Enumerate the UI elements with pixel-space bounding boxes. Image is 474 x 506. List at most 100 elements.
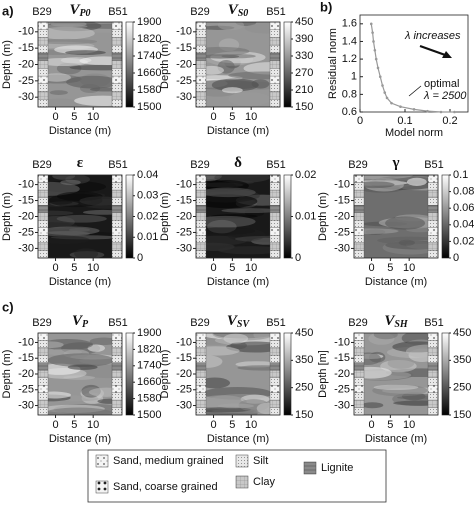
borehole-label: B29 [32,317,52,329]
y-tick-label: -25 [176,226,192,238]
borehole-layer [37,29,49,38]
borehole-layer [269,21,281,30]
texture [48,210,74,216]
borehole-layer [427,347,439,356]
texture [48,38,98,45]
borehole-layer [111,212,123,221]
y-tick-label: -10 [176,178,192,190]
borehole-layer [269,407,281,416]
colorbar-tick-label: 1500 [137,409,161,421]
borehole-layer [353,189,365,198]
texture [82,209,112,215]
borehole-label: B29 [190,317,210,329]
borehole-layer [111,52,123,61]
x-tick-label: 10 [245,419,257,431]
title-main: ε [77,155,84,171]
legend-swatch [235,475,249,489]
y-axis-label: Depth (m) [1,40,13,89]
texture [48,226,100,236]
colorbar [283,174,292,259]
x-tick-label: 10 [245,262,257,274]
borehole-layer [37,340,49,349]
legend-swatch [95,454,109,468]
y-tick-label: -15 [176,194,192,206]
borehole-layer [37,377,49,386]
texture [228,92,270,106]
borehole-layer [111,45,123,54]
x-axis-label: Distance (m) [207,125,269,137]
x-tick-label: 10 [87,262,99,274]
colorbar [283,332,292,416]
y-tick-label: -10 [18,26,34,38]
title-main: V [72,313,84,329]
curve-point [383,91,387,94]
texture [234,235,270,243]
y-tick-label: -15 [18,194,34,206]
texture [52,175,76,180]
colorbar-tick-label: 1660 [137,376,161,388]
borehole-label: B51 [424,159,444,171]
annotation: λ increases [404,30,461,42]
x-tick-label: 5 [229,262,235,274]
legend-label: Clay [253,476,276,488]
y-tick-label: -30 [176,242,192,254]
texture [364,181,395,189]
y-tick-label: -15 [334,194,350,206]
curve-point [390,101,393,105]
borehole-layer [427,212,439,221]
colorbar [125,174,134,259]
borehole-layer [353,407,365,416]
colorbar-tick-label: 0.01 [295,210,316,222]
x-axis-label: Distance (m) [365,276,427,288]
borehole-layer [37,250,49,259]
panel-label: b) [320,0,332,14]
x-tick-label: 0.1 [397,115,412,127]
borehole-layer [269,45,281,54]
borehole-layer [195,212,207,221]
y-tick-label: -25 [334,384,350,396]
curve-point [381,84,384,87]
borehole-layer [353,212,365,221]
borehole-layer [427,205,439,213]
texture [66,75,112,89]
x-axis-label: Distance (m) [207,276,269,288]
legend-swatch [95,480,109,494]
borehole-layer [353,370,365,378]
borehole-layer [353,392,365,401]
borehole-layer [269,99,281,108]
texture [256,402,270,415]
borehole-layer [195,182,207,191]
borehole-label: B51 [266,6,286,18]
borehole-layer [269,392,281,401]
texture [393,400,428,406]
y-tick-label: -20 [176,368,192,380]
colorbar-tick-label: 150 [295,101,313,113]
y-tick-label: -20 [18,368,34,380]
borehole-layer [111,37,123,46]
texture [206,407,251,413]
panel-label: c) [2,299,14,314]
borehole-layer [353,205,365,213]
borehole-layer [195,392,207,401]
borehole-layer [353,362,365,371]
panel-title: δ [234,155,242,171]
y-axis-label: Depth (m) [159,40,171,89]
borehole-layer [37,242,49,251]
texture [373,333,398,340]
borehole-layer [37,68,49,77]
colorbar-tick-label: 450 [295,327,313,339]
colorbar-tick-label: 0 [137,252,143,264]
y-tick-label: 0.6 [342,106,357,118]
y-tick-label: -20 [176,58,192,70]
y-tick-label: -30 [176,91,192,103]
y-tick-label: -20 [18,58,34,70]
borehole-layer [37,52,49,61]
borehole-layer [111,29,123,38]
borehole-layer [353,385,365,393]
colorbar [283,21,292,108]
borehole-label: B29 [348,159,368,171]
borehole-layer [111,174,123,183]
borehole-label: B51 [424,317,444,329]
borehole-layer [353,347,365,356]
borehole-layer [195,52,207,61]
